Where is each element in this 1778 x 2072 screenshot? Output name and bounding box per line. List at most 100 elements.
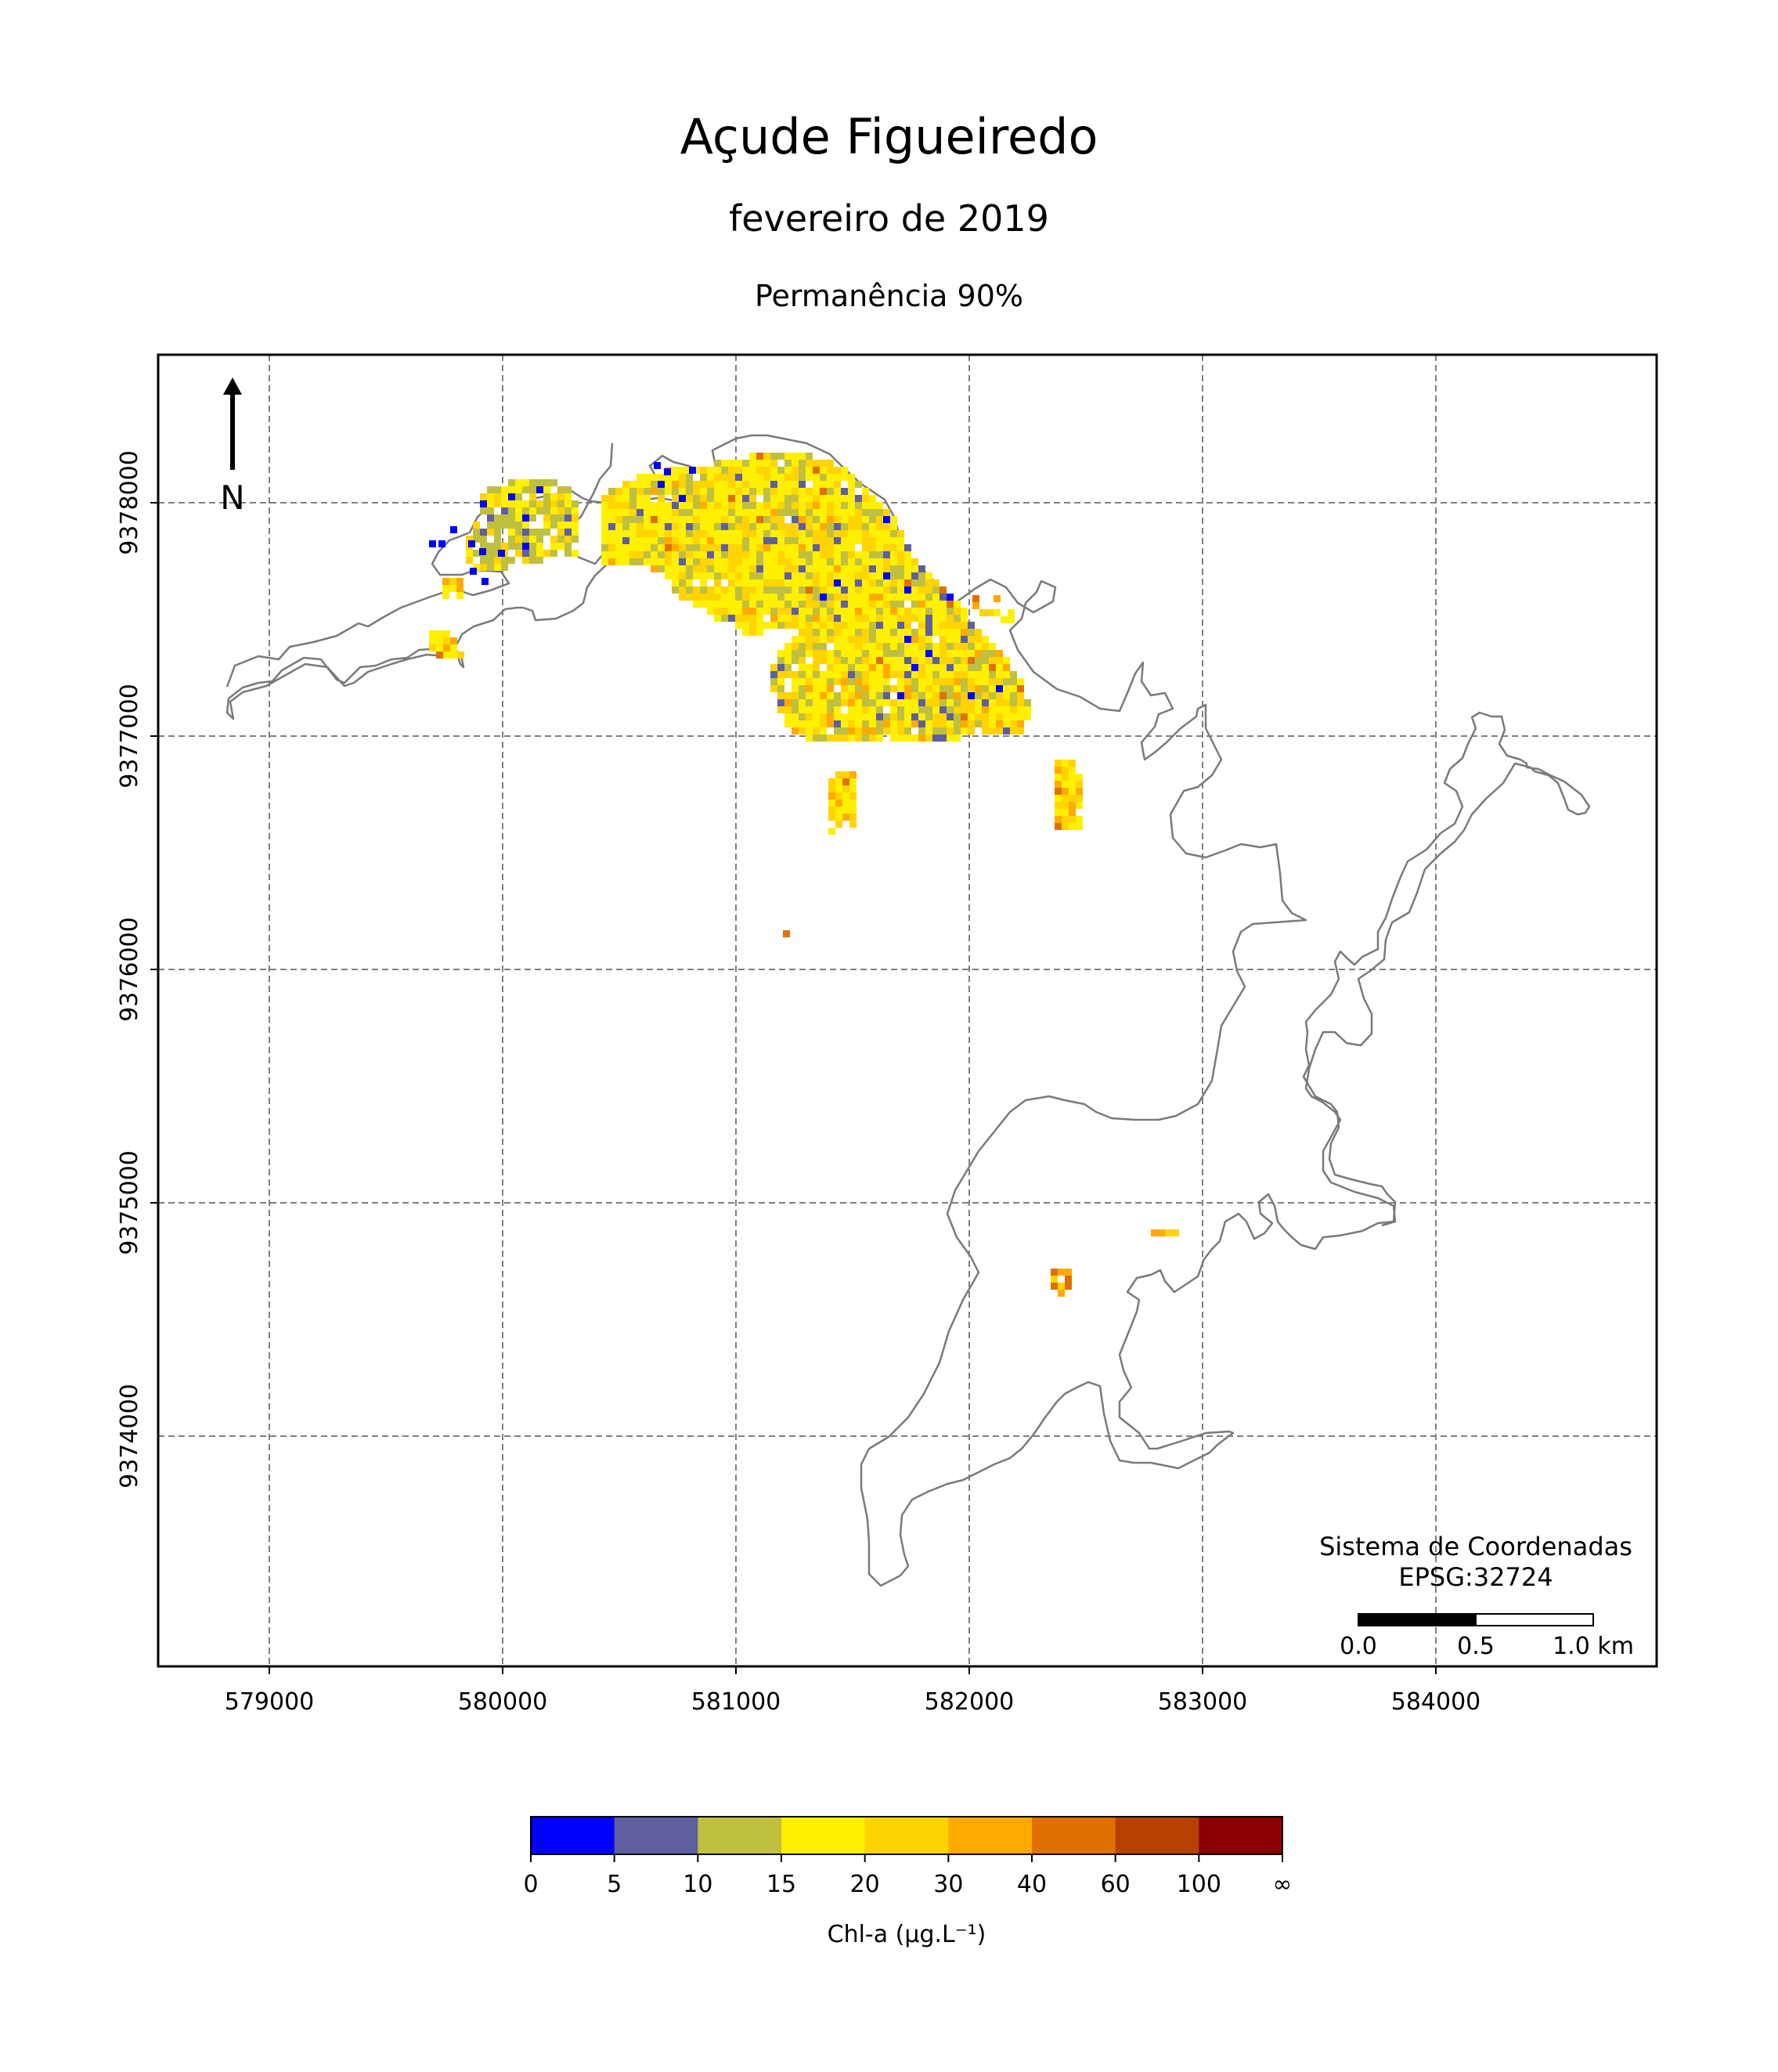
chl-pixel — [1151, 1229, 1158, 1236]
chl-pixel — [827, 551, 834, 558]
chl-pixel — [862, 544, 869, 551]
chl-pixel — [777, 530, 784, 537]
chl-pixel — [820, 706, 827, 713]
chl-pixel — [834, 678, 841, 685]
chl-pixel — [954, 720, 961, 727]
chl-pixel — [756, 502, 763, 509]
chl-pixel — [841, 558, 848, 565]
chl-pixel — [918, 608, 925, 615]
chl-pixel — [918, 601, 925, 608]
chl-pixel — [799, 685, 806, 692]
chl-pixel — [918, 622, 925, 629]
chl-pixel — [841, 523, 848, 530]
chl-pixel — [841, 713, 848, 720]
chl-pixel — [665, 502, 672, 509]
chl-pixel — [939, 608, 947, 615]
chl-pixel — [848, 671, 855, 678]
chl-pixel — [644, 495, 651, 502]
chl-pixel — [777, 565, 784, 572]
chl-pixel — [869, 735, 876, 742]
chl-pixel — [436, 652, 443, 659]
chl-pixel — [806, 502, 813, 509]
chl-pixel — [728, 523, 735, 530]
x-tick-label: 581000 — [691, 1688, 781, 1716]
chl-pixel — [876, 572, 883, 579]
chl-pixel — [869, 664, 876, 671]
chl-pixel — [904, 720, 911, 727]
chl-pixel — [784, 594, 792, 601]
chl-pixel — [862, 523, 869, 530]
chl-pixel — [806, 720, 813, 727]
chl-pixel — [637, 488, 644, 495]
chl-pixel — [770, 678, 777, 685]
chl-pixel — [784, 664, 792, 671]
chl-pixel — [450, 644, 457, 652]
chl-pixel — [700, 467, 707, 474]
chl-pixel — [862, 601, 869, 608]
chl-pixel — [835, 778, 842, 785]
map-subtitle-permanence: Permanência 90% — [754, 279, 1024, 313]
chl-pixel — [918, 735, 925, 742]
chl-pixel — [848, 530, 855, 537]
chl-pixel — [813, 523, 820, 530]
chl-pixel — [842, 807, 849, 814]
chl-pixel — [799, 488, 806, 495]
chl-pixel — [728, 587, 735, 594]
chl-pixel — [529, 536, 536, 543]
chl-pixel — [799, 671, 806, 678]
chl-pixel — [932, 579, 939, 587]
chl-pixel — [735, 488, 742, 495]
chl-pixel — [572, 529, 579, 536]
chl-pixel — [932, 622, 939, 629]
chl-pixel — [777, 608, 784, 615]
chl-pixel — [749, 629, 756, 636]
chl-pixel — [707, 594, 714, 601]
chl-pixel — [529, 557, 536, 564]
chl-pixel — [693, 594, 700, 601]
chl-pixel — [449, 578, 456, 585]
chl-pixel — [835, 800, 842, 807]
chl-pixel — [876, 720, 883, 727]
chl-pixel — [763, 565, 770, 572]
chl-pixel — [918, 579, 925, 587]
chl-pixel — [763, 488, 770, 495]
chl-pixel — [947, 650, 954, 657]
chl-pixel — [925, 657, 932, 664]
chl-pixel — [806, 537, 813, 544]
chl-pixel — [848, 615, 855, 622]
chl-pixel — [679, 516, 686, 523]
chl-pixel — [862, 685, 869, 692]
chl-pixel — [869, 685, 876, 692]
chl-pixel — [770, 530, 777, 537]
chl-pixel — [756, 523, 763, 530]
chl-pixel — [487, 500, 494, 507]
chl-pixel — [792, 657, 799, 664]
chl-pixel — [947, 601, 954, 608]
x-axis-labels: 579000 580000 581000 582000 583000 58400… — [225, 1688, 1481, 1716]
chl-pixel — [714, 608, 721, 615]
axis-ticks — [150, 502, 1437, 1674]
chl-pixel — [522, 543, 529, 550]
chl-pixel — [806, 460, 813, 467]
chl-pixel — [862, 551, 869, 558]
chl-pixel — [883, 579, 890, 587]
chl-pixel — [494, 550, 501, 557]
chl-pixel — [456, 585, 463, 592]
chl-pixel — [1017, 706, 1024, 713]
chl-pixel — [1076, 816, 1083, 823]
chl-pixel — [728, 572, 735, 579]
chl-pixel — [615, 551, 622, 558]
chl-pixel — [890, 629, 897, 636]
chl-pixel — [679, 474, 686, 481]
chl-pixel — [770, 460, 777, 467]
chl-pixel — [911, 587, 918, 594]
chl-pixel — [487, 557, 494, 564]
chl-pixel — [763, 474, 770, 481]
chl-pixel — [686, 530, 693, 537]
chl-pixel — [784, 643, 792, 650]
y-tick-label: 9377000 — [116, 684, 143, 789]
chl-pixel — [813, 615, 820, 622]
chl-pixel — [834, 579, 841, 587]
chl-pixel — [834, 509, 841, 516]
chl-pixel — [784, 713, 792, 720]
